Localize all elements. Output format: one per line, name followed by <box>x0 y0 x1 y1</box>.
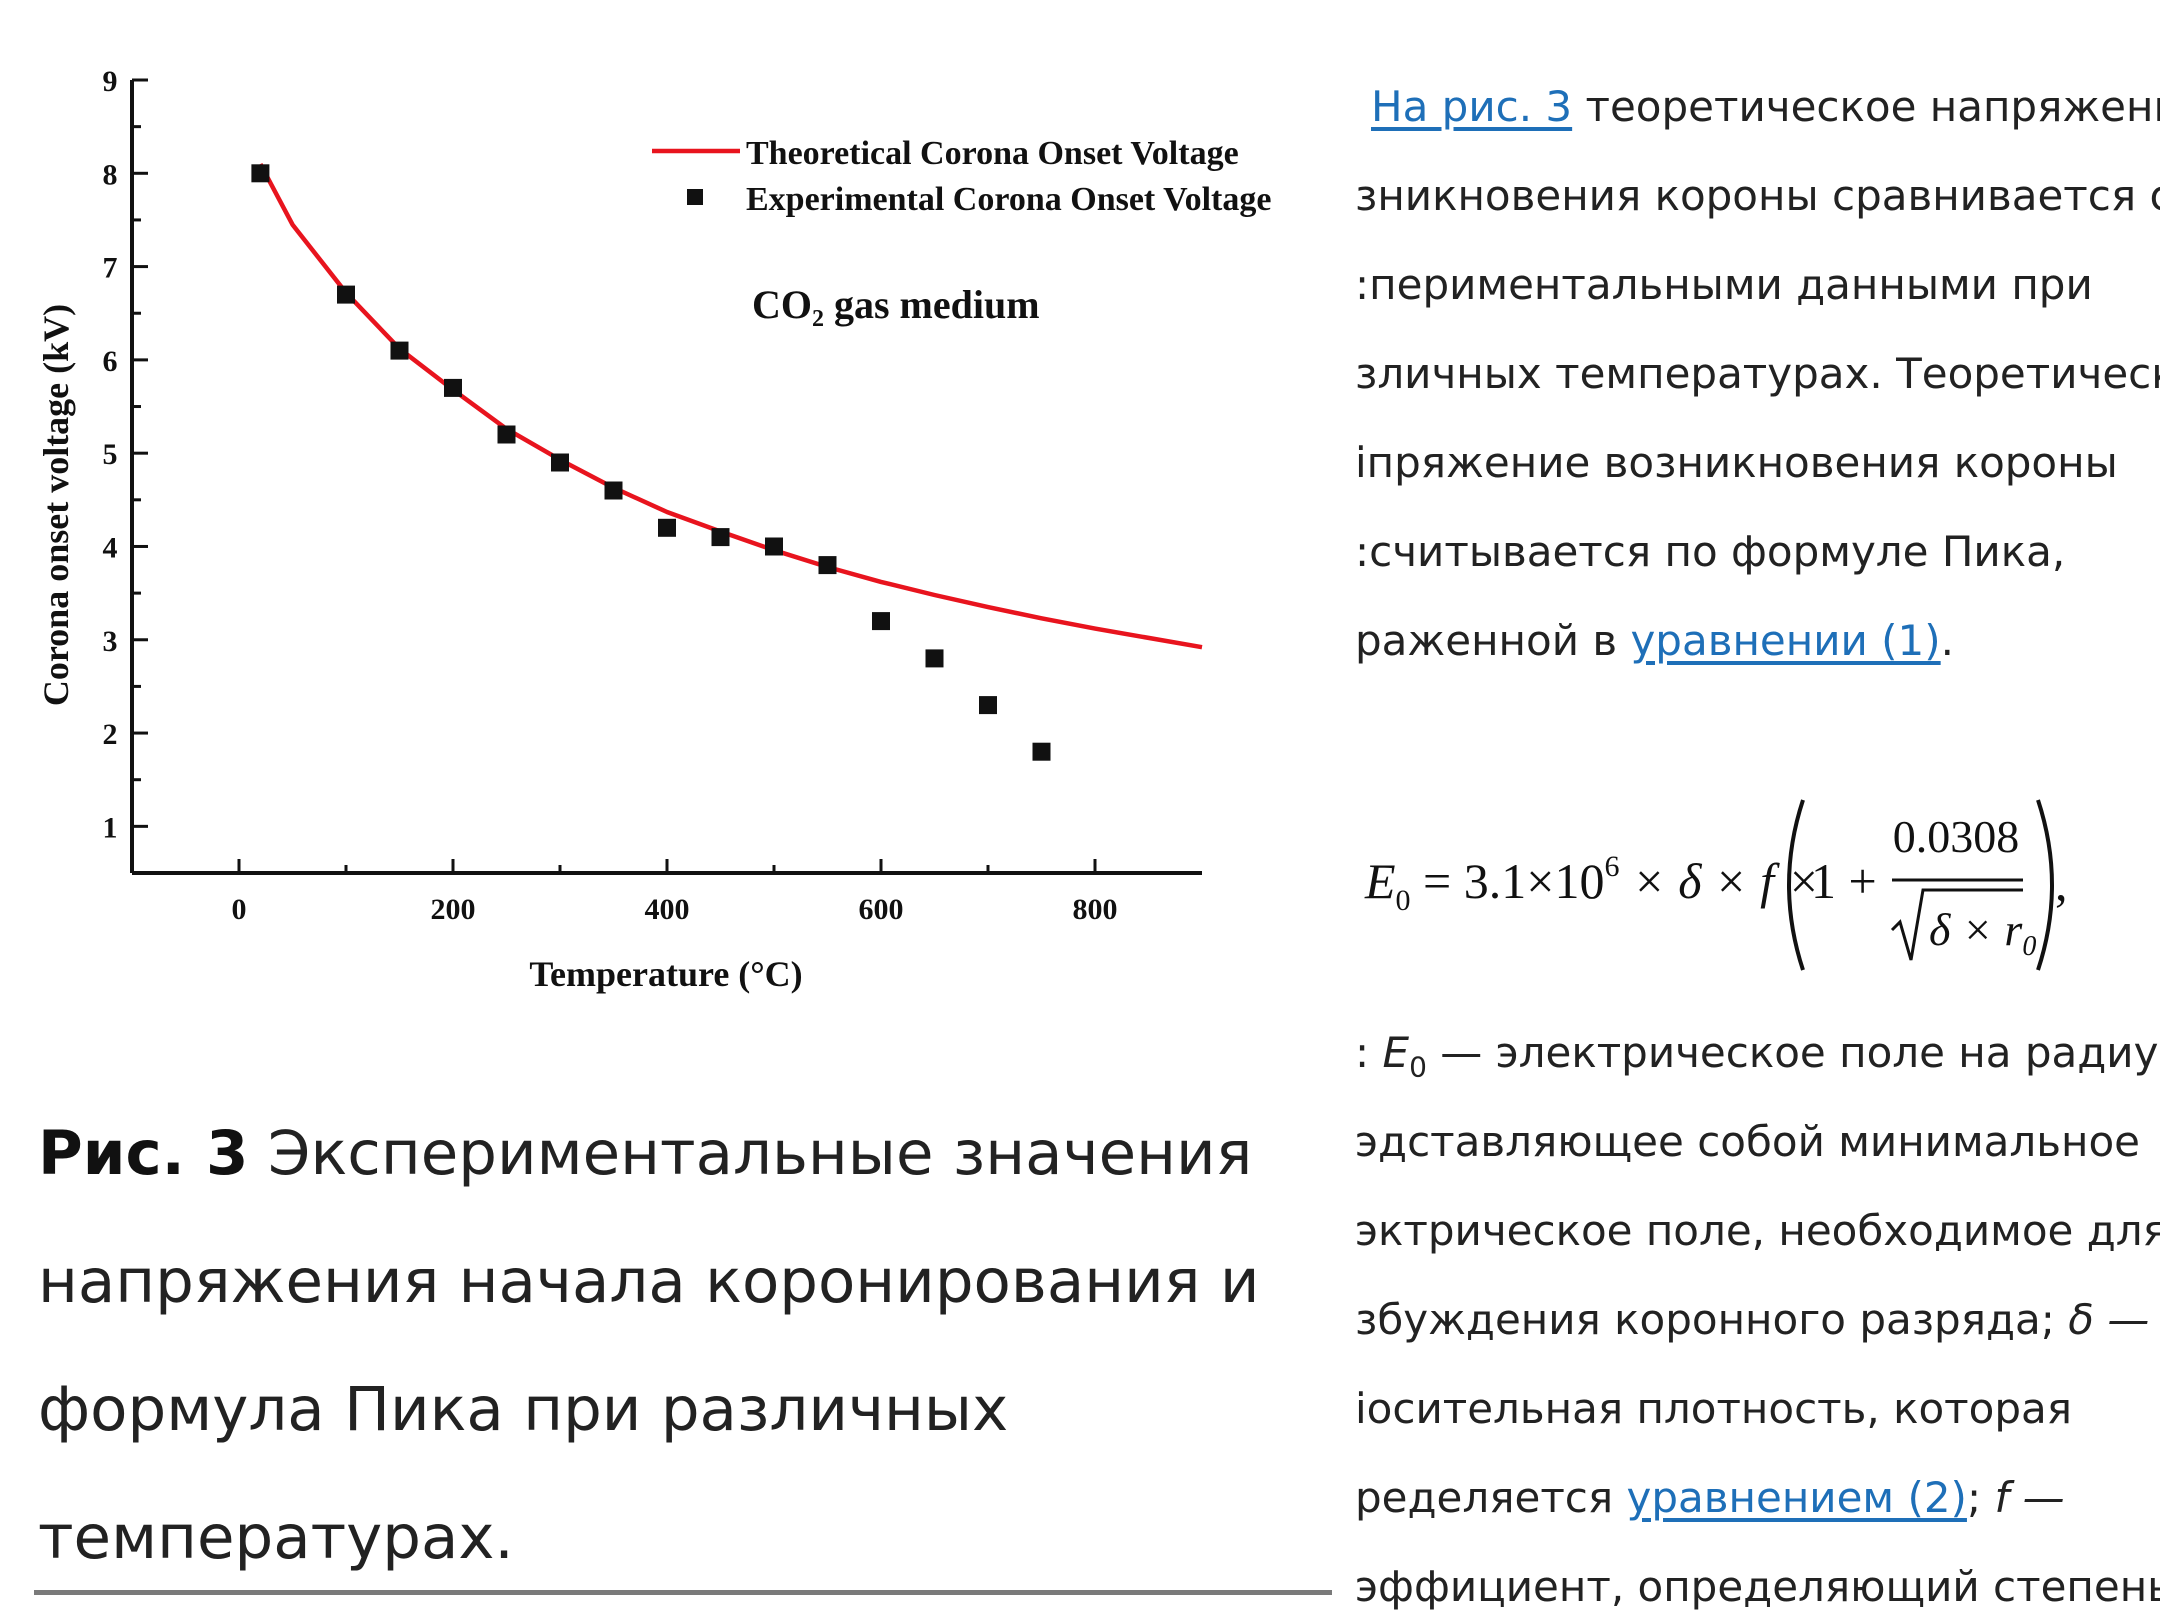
article-line-5: іпряжение возникновения короны <box>1355 438 2118 487</box>
y-axis-ticks: 1 2 3 4 5 6 7 8 9 <box>103 65 148 844</box>
experimental-data-point <box>872 612 890 631</box>
equation-2-link[interactable]: уравнением (2) <box>1626 1473 1967 1522</box>
legend-label-experimental: Experimental Corona Onset Voltage <box>746 181 1271 218</box>
caption-divider <box>34 1590 1332 1595</box>
article-line-4: зличных температурах. Теоретическо <box>1355 349 2160 398</box>
y-tick-label: 6 <box>103 345 118 378</box>
article-line-1: На рис. 3 теоретическое напряжение <box>1371 82 2160 131</box>
experimental-data-point <box>765 537 783 556</box>
y-tick-label: 4 <box>103 531 118 564</box>
x-axis-ticks: 0 200 400 600 800 <box>232 859 1118 926</box>
article-line-9: эдставляющее собой минимальное <box>1355 1117 2140 1166</box>
svg-text:E0 = 3.1×106 × δ × f ×: E0 = 3.1×106 × δ × f × <box>1364 850 1820 917</box>
formula-lhs-sub: 0 <box>1396 884 1411 917</box>
peek-formula: E0 = 3.1×106 × δ × f × 1 + 0.0308 δ × r0… <box>1364 799 2068 971</box>
formula-tail: , <box>2055 855 2068 911</box>
formula-eq: = 3.1×10 <box>1411 853 1605 909</box>
svg-text:δ × r0: δ × r0 <box>1929 904 2036 962</box>
article-column: На рис. 3 теоретическое напряжение зникн… <box>1355 0 2160 1619</box>
formula-denominator: δ × r <box>1929 904 2023 955</box>
article-line-14: эффициент, определяющий степень <box>1355 1562 2160 1611</box>
formula-mid: × δ × f × <box>1619 853 1820 909</box>
article-line-12: іосительная плотность, которая <box>1355 1384 2072 1433</box>
chart-legend: Theoretical Corona Onset Voltage Experim… <box>652 135 1271 218</box>
article-line-13: ределяется уравнением (2); f — <box>1355 1473 2065 1522</box>
experimental-data-point <box>390 341 409 360</box>
formula-one-plus: 1 + <box>1811 853 1877 909</box>
y-tick-label: 2 <box>103 718 118 751</box>
caption-text: Экспериментальные значения напряжения на… <box>38 1118 1260 1573</box>
x-tick-label: 800 <box>1073 893 1118 926</box>
formula-sqrt-sign <box>1890 888 2023 961</box>
formula-right-paren <box>2036 799 2054 971</box>
article-line-3: :периментальными данными при <box>1355 260 2093 309</box>
formula-left-paren <box>1787 799 1805 971</box>
experimental-data-point <box>251 164 270 183</box>
corona-voltage-chart: 1 2 3 4 5 6 7 8 9 0 200 400 600 800 Theoretical Coro… <box>36 65 1271 994</box>
y-tick-label: 8 <box>103 158 118 191</box>
article-line-7: раженной в уравнении (1). <box>1355 616 1955 665</box>
y-axis-label: Corona onset voltage (kV) <box>36 304 76 706</box>
figure-3-link[interactable]: На рис. 3 <box>1371 82 1573 131</box>
chart-series <box>251 162 1203 761</box>
x-tick-label: 0 <box>232 893 247 926</box>
article-line-10: эктрическое поле, необходимое для <box>1355 1206 2160 1255</box>
legend-label-theoretical: Theoretical Corona Onset Voltage <box>746 135 1239 172</box>
experimental-data-point <box>444 378 462 397</box>
experimental-data-point <box>604 481 623 500</box>
article-line-2: зникновения короны сравнивается с <box>1355 171 2160 220</box>
article-line-11: збуждения коронного разряда; δ — <box>1355 1295 2150 1344</box>
x-axis-label: Temperature (°C) <box>529 954 802 994</box>
formula-den-sub: 0 <box>2022 931 2036 962</box>
formula-lhs: E <box>1364 853 1396 909</box>
figure-caption: Рис. 3 Экспериментальные значения напряж… <box>38 1090 1298 1602</box>
formula-numerator: 0.0308 <box>1893 811 2020 862</box>
x-tick-label: 600 <box>859 893 904 926</box>
formula-exp: 6 <box>1604 850 1619 883</box>
experimental-data-point <box>1032 742 1051 761</box>
experimental-data-point <box>925 649 944 668</box>
experimental-data-point <box>497 425 516 444</box>
x-tick-label: 200 <box>431 893 476 926</box>
y-tick-label: 7 <box>103 252 118 285</box>
legend-marker-swatch <box>687 189 703 205</box>
experimental-data-point <box>337 285 355 304</box>
article-line-8: : E0 — электрическое поле на радиусе <box>1355 1028 2160 1084</box>
y-tick-label: 5 <box>103 438 118 471</box>
equation-1-link[interactable]: уравнении (1) <box>1630 616 1941 665</box>
theoretical-voltage-line <box>258 162 1203 650</box>
y-tick-label: 1 <box>103 811 118 844</box>
experimental-data-point <box>818 556 837 575</box>
experimental-data-point <box>551 453 569 472</box>
experimental-data-point <box>711 528 730 547</box>
y-tick-label: 3 <box>103 625 118 658</box>
x-tick-label: 400 <box>645 893 690 926</box>
experimental-data-point <box>658 518 676 537</box>
chart-annotation: CO₂ gas medium <box>752 282 1040 327</box>
article-line-6: :считывается по формуле Пика, <box>1355 527 2066 576</box>
experimental-data-point <box>979 696 997 715</box>
y-tick-label: 9 <box>103 65 118 98</box>
caption-label: Рис. 3 <box>38 1118 249 1189</box>
